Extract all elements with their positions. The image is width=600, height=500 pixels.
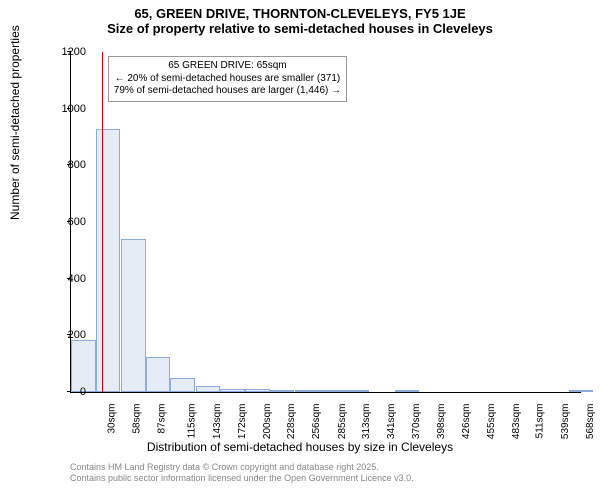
footer-line1: Contains HM Land Registry data © Crown c… xyxy=(70,462,414,473)
x-tick-label: 143sqm xyxy=(212,404,223,440)
x-tick-label: 398sqm xyxy=(436,404,447,440)
x-tick-label: 426sqm xyxy=(461,404,472,440)
x-tick-label: 370sqm xyxy=(411,404,422,440)
x-tick-label: 200sqm xyxy=(262,404,273,440)
chart-title-line1: 65, GREEN DRIVE, THORNTON-CLEVELEYS, FY5… xyxy=(0,6,600,21)
footer-attribution: Contains HM Land Registry data © Crown c… xyxy=(70,462,414,485)
x-tick-label: 455sqm xyxy=(486,404,497,440)
y-tick-label: 1000 xyxy=(46,103,86,115)
plot-area: 65 GREEN DRIVE: 65sqm ← 20% of semi-deta… xyxy=(70,52,581,393)
footer-line2: Contains public sector information licen… xyxy=(70,473,414,484)
x-tick-label: 228sqm xyxy=(286,404,297,440)
histogram-bar xyxy=(395,390,420,392)
chart-container: 65, GREEN DRIVE, THORNTON-CLEVELEYS, FY5… xyxy=(0,0,600,500)
histogram-bar xyxy=(220,389,245,392)
x-tick-label: 87sqm xyxy=(157,404,168,434)
x-tick-label: 30sqm xyxy=(107,404,118,434)
histogram-bar xyxy=(121,239,146,392)
chart-title-line2: Size of property relative to semi-detach… xyxy=(0,21,600,36)
y-tick-label: 600 xyxy=(46,216,86,228)
x-tick-label: 115sqm xyxy=(186,404,197,439)
histogram-bar xyxy=(71,340,96,392)
x-tick-label: 539sqm xyxy=(560,404,571,440)
annotation-line3: 79% of semi-detached houses are larger (… xyxy=(114,85,341,98)
histogram-bar xyxy=(196,386,221,392)
y-tick-label: 1200 xyxy=(46,46,86,58)
x-tick-label: 568sqm xyxy=(585,404,596,440)
x-tick-label: 341sqm xyxy=(386,404,397,440)
x-tick-label: 172sqm xyxy=(237,404,248,440)
histogram-bar xyxy=(295,390,320,392)
histogram-bar xyxy=(270,390,295,392)
y-tick-label: 0 xyxy=(46,386,86,398)
histogram-bar xyxy=(569,390,594,392)
y-tick-label: 400 xyxy=(46,273,86,285)
y-tick-label: 800 xyxy=(46,159,86,171)
x-tick-label: 511sqm xyxy=(535,404,546,439)
title-block: 65, GREEN DRIVE, THORNTON-CLEVELEYS, FY5… xyxy=(0,0,600,36)
x-tick-label: 313sqm xyxy=(361,404,372,440)
histogram-bar xyxy=(170,378,195,392)
histogram-bar xyxy=(96,129,121,393)
histogram-bar xyxy=(320,390,345,392)
y-tick-label: 200 xyxy=(46,329,86,341)
histogram-bar xyxy=(344,390,369,392)
histogram-bar xyxy=(245,389,270,392)
annotation-line1: 65 GREEN DRIVE: 65sqm xyxy=(114,60,341,73)
annotation-line2: ← 20% of semi-detached houses are smalle… xyxy=(114,73,341,86)
x-tick-label: 483sqm xyxy=(511,404,522,440)
x-tick-label: 58sqm xyxy=(131,404,142,434)
x-tick-label: 256sqm xyxy=(311,404,322,440)
x-axis-label: Distribution of semi-detached houses by … xyxy=(0,440,600,454)
x-tick-label: 285sqm xyxy=(337,404,348,440)
histogram-bar xyxy=(146,357,171,392)
property-marker-line xyxy=(102,52,103,392)
y-axis-label: Number of semi-detached properties xyxy=(8,25,22,220)
annotation-box: 65 GREEN DRIVE: 65sqm ← 20% of semi-deta… xyxy=(108,56,347,102)
